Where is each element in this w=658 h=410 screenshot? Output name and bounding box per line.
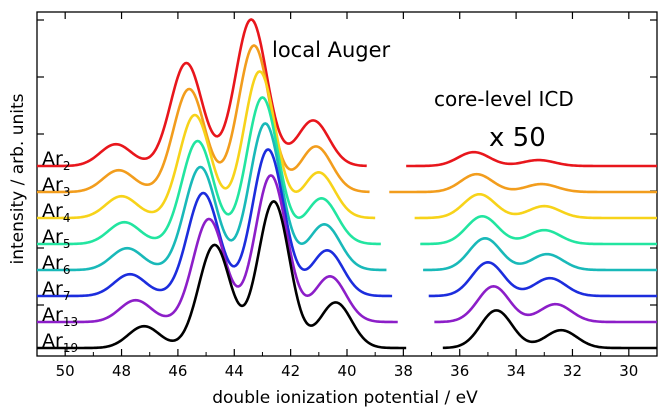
x-tick-label: 50 (56, 362, 75, 380)
series-label-ar4: Ar4 (42, 200, 70, 225)
series-curves (37, 18, 657, 350)
x-tick-label: 44 (225, 362, 244, 380)
x-axis: 50 48 46 44 42 40 38 36 34 32 30 (56, 12, 638, 380)
series-curve-auger-ar3 (37, 44, 370, 194)
series-curve-auger-ar4 (37, 70, 376, 220)
series-curve-icd-ar3 (389, 172, 657, 194)
x-axis-label: double ionization potential / eV (212, 388, 478, 408)
series-curve-auger-ar5 (37, 96, 381, 246)
series-curve-auger-ar7 (37, 148, 393, 298)
x-tick-label: 34 (507, 362, 526, 380)
series-label-ar2: Ar2 (42, 148, 70, 173)
series-curve-auger-ar2 (37, 18, 367, 168)
series-label-ar3: Ar3 (42, 174, 70, 199)
series-curve-icd-ar13 (434, 285, 657, 324)
series-label-ar13: Ar13 (42, 304, 78, 329)
series-curve-icd-ar2 (406, 150, 657, 168)
x-tick-label: 36 (450, 362, 469, 380)
series-curve-icd-ar4 (414, 192, 657, 220)
series-curve-icd-ar19 (442, 309, 657, 350)
x-tick-label: 30 (619, 362, 638, 380)
y-axis-label: intensity / arb. units (8, 93, 28, 264)
series-curve-icd-ar6 (423, 237, 657, 272)
annotation-local-auger: local Auger (272, 38, 391, 62)
series-curve-icd-ar7 (428, 261, 657, 298)
series-label-ar7: Ar7 (42, 278, 70, 303)
x-tick-label: 38 (394, 362, 413, 380)
series-label-ar5: Ar5 (42, 226, 70, 251)
series-label-ar6: Ar6 (42, 252, 70, 277)
x-tick-label: 48 (112, 362, 131, 380)
annotation-core-level-icd: core-level ICD (434, 87, 574, 111)
x-tick-label: 42 (281, 362, 300, 380)
series-curve-auger-ar19 (37, 200, 407, 350)
annotation-scale-factor: x 50 (489, 123, 546, 153)
series-label-ar19: Ar19 (42, 330, 78, 355)
x-tick-label: 40 (337, 362, 356, 380)
series-curve-auger-ar6 (37, 122, 387, 272)
x-tick-label: 46 (168, 362, 187, 380)
series-curve-icd-ar5 (420, 214, 657, 246)
series-curve-auger-ar13 (37, 174, 398, 324)
x-tick-label: 32 (563, 362, 582, 380)
